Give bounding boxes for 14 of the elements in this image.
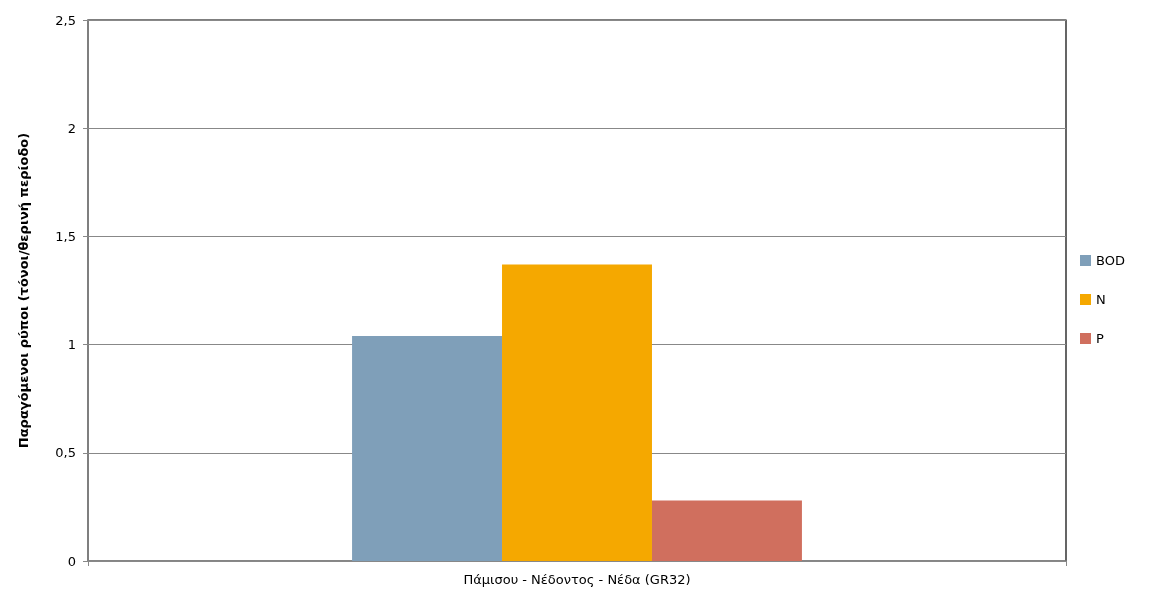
y-tick-label: 1 bbox=[67, 337, 76, 353]
bar bbox=[502, 264, 652, 561]
y-tick-label: 2 bbox=[67, 120, 76, 136]
legend-label: P bbox=[1096, 331, 1104, 346]
bar bbox=[352, 335, 503, 561]
y-tick-label: 0,5 bbox=[55, 445, 76, 461]
y-tick-label: 1,5 bbox=[55, 228, 76, 244]
legend-label: N bbox=[1096, 292, 1106, 307]
y-axis-title: Παραγόμενοι ρύποι (τόνοι/θερινή περίοδο) bbox=[16, 132, 31, 449]
legend-label: BOD bbox=[1096, 253, 1125, 268]
x-tick-label: Πάμισου - Νέδοντος - Νέδα (GR32) bbox=[463, 572, 691, 587]
bar bbox=[651, 500, 802, 561]
y-tick-label: 2,5 bbox=[55, 12, 76, 28]
y-tick-label: 0 bbox=[67, 553, 76, 569]
